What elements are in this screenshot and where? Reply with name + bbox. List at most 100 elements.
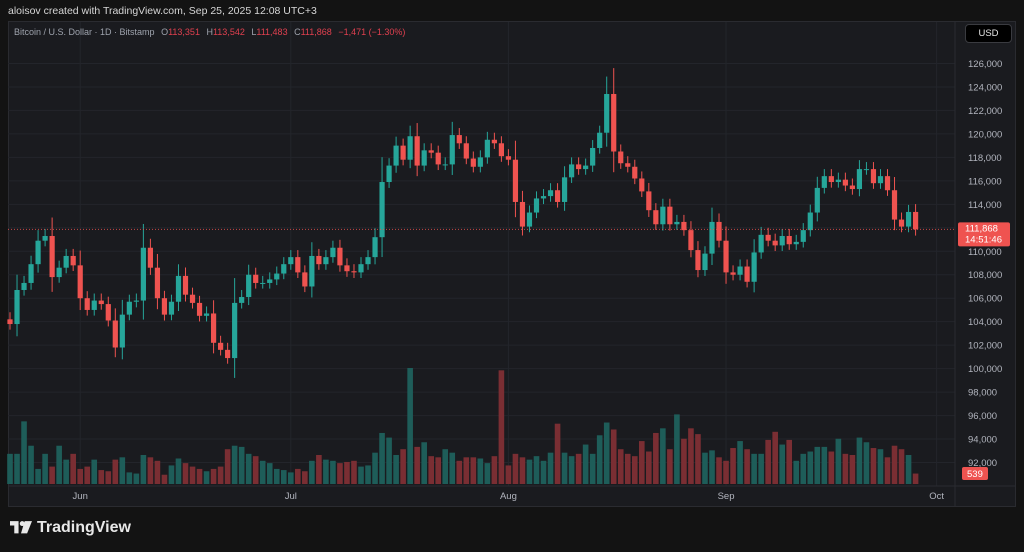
low-label: L (251, 27, 257, 37)
candle (793, 234, 799, 250)
candle (147, 238, 153, 275)
volume-bar (344, 461, 350, 484)
candle-body (905, 211, 912, 227)
volume-bar (393, 455, 399, 484)
volume-bar (674, 414, 680, 484)
currency-button[interactable]: USD (965, 24, 1012, 43)
candle (828, 169, 834, 188)
volume-bar (231, 445, 238, 484)
candle (393, 136, 399, 173)
candle (35, 230, 41, 273)
candle (667, 198, 673, 231)
y-tick-label: 120,000 (968, 129, 1002, 140)
candle-body (569, 164, 575, 178)
candle (168, 294, 175, 321)
volume-bar (912, 473, 919, 484)
candle-body (912, 211, 919, 230)
candle-body (225, 349, 231, 359)
x-tick-label: Sep (718, 491, 735, 502)
volume-bar (105, 471, 112, 484)
candle-body (814, 187, 820, 213)
volume-bar (603, 422, 610, 484)
candle-body (695, 250, 701, 271)
candle (653, 203, 659, 230)
candle-body (442, 164, 448, 166)
candle (646, 182, 652, 217)
candle-body (21, 282, 27, 290)
candle (625, 156, 631, 173)
ohlc-legend: Bitcoin / U.S. Dollar · 1D · Bitstamp O1… (14, 27, 405, 37)
candle (253, 267, 259, 289)
volume-bar (744, 449, 750, 484)
volume-bar (435, 457, 442, 484)
candle-body (463, 143, 469, 159)
candle (498, 136, 504, 162)
candle (407, 125, 413, 169)
candle-body (863, 169, 870, 171)
candle (379, 157, 385, 258)
open-value: 113,351 (168, 27, 200, 37)
candle-body (309, 255, 315, 287)
candle (583, 158, 589, 175)
bar-countdown: 14:51:46 (965, 234, 1002, 245)
chart-credit: aloisov created with TradingView.com, Se… (8, 5, 317, 17)
volume-bar (547, 452, 554, 484)
chart-panel[interactable] (8, 21, 1016, 507)
candle (344, 258, 350, 277)
candle-body (898, 219, 905, 227)
candle-body (674, 221, 680, 225)
candle (63, 248, 69, 274)
candle (189, 287, 196, 309)
candle (239, 289, 245, 309)
candle (618, 144, 624, 169)
candle-body (56, 267, 62, 278)
volume-bar (245, 453, 252, 484)
candle-body (35, 240, 41, 265)
candle-body (393, 145, 399, 166)
y-tick-label: 92,000 (968, 458, 997, 469)
volume-bar (428, 456, 434, 484)
low-value: 111,483 (256, 27, 288, 37)
candle-body (667, 206, 673, 225)
symbol-description: Bitcoin / U.S. Dollar · 1D · Bitstamp (14, 27, 155, 37)
volume-bar (631, 456, 638, 484)
candle-body (765, 234, 771, 241)
candle (365, 250, 371, 270)
volume-bar (91, 459, 98, 484)
candle-body (498, 143, 504, 157)
candle (49, 217, 55, 292)
candle (14, 274, 20, 337)
candle (611, 68, 617, 173)
candle-body (379, 182, 385, 238)
candle-body (540, 196, 547, 199)
candle-body (91, 300, 97, 310)
candle-body (421, 150, 427, 166)
candle-body (639, 178, 645, 192)
candle-body (344, 265, 350, 272)
volume-bar (491, 456, 498, 484)
candle (309, 242, 315, 298)
volume-bar (772, 431, 778, 484)
y-tick-label: 102,000 (968, 341, 1002, 352)
y-tick-label: 100,000 (968, 364, 1002, 375)
candle-body (112, 320, 118, 348)
volume-bar (624, 453, 631, 484)
volume-bar (807, 451, 814, 484)
volume-bar (203, 471, 210, 484)
volume-bar (568, 456, 575, 484)
volume-bar (175, 458, 182, 484)
candle-body (709, 221, 715, 254)
price-axis: 92,000 94,000 96,000 98,000 100,000 102,000 10… (968, 59, 1002, 469)
candle (800, 223, 806, 248)
volume-bar (119, 457, 126, 484)
volume-bar (196, 468, 203, 484)
candle-body (870, 169, 877, 184)
candle-body (470, 158, 476, 167)
volume-bar (477, 458, 484, 484)
candle-body (7, 319, 13, 325)
volume-bar (414, 446, 420, 484)
volume-bar (842, 453, 849, 484)
candle-body (835, 179, 841, 183)
candle (744, 259, 750, 288)
